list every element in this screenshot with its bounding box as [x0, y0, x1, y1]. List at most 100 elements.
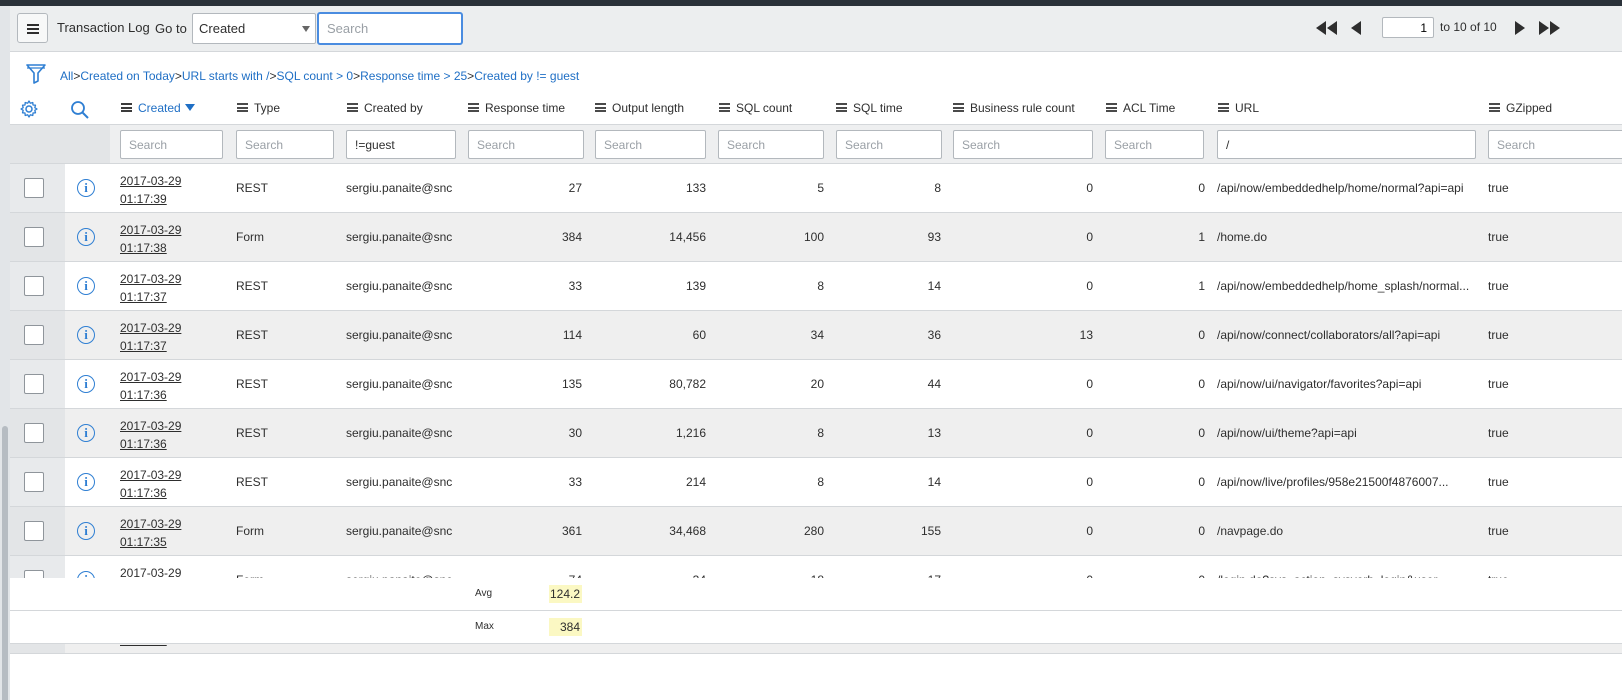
- funnel-icon[interactable]: [25, 62, 47, 84]
- column-header-gzipped[interactable]: GZipped: [1489, 101, 1552, 115]
- info-icon[interactable]: i: [77, 326, 95, 344]
- breadcrumb-response-time[interactable]: Response time > 25: [360, 69, 468, 83]
- filter-output-length-input[interactable]: [595, 130, 706, 159]
- column-menu-icon[interactable]: [953, 103, 964, 112]
- list-menu-button[interactable]: [17, 13, 48, 43]
- info-icon[interactable]: i: [77, 424, 95, 442]
- row-checkbox[interactable]: [24, 374, 44, 394]
- list-header: Transaction Log Go to Created to 10 of 1…: [10, 6, 1622, 52]
- column-header-output-length[interactable]: Output length: [595, 101, 684, 115]
- row-checkbox[interactable]: [24, 276, 44, 296]
- cell-gzipped: true: [1488, 181, 1509, 195]
- cell-acl-time: 0: [1198, 524, 1205, 538]
- cell-created-link[interactable]: 2017-03-29 01:17:39: [120, 172, 181, 208]
- goto-field-select[interactable]: Created: [192, 13, 316, 44]
- cell-created-link[interactable]: 2017-03-29 01:17:38: [120, 221, 181, 257]
- column-header-acl-time[interactable]: ACL Time: [1106, 101, 1175, 115]
- row-checkbox[interactable]: [24, 178, 44, 198]
- filter-response-time-input[interactable]: [468, 130, 584, 159]
- row-checkbox[interactable]: [24, 521, 44, 541]
- table-row[interactable]: i 2017-03-29 01:17:39 REST sergiu.panaite@sn…: [10, 164, 1622, 213]
- filter-business-rule-input[interactable]: [953, 130, 1093, 159]
- cell-created-link[interactable]: 2017-03-29 01:17:36: [120, 466, 181, 502]
- cell-response-time: 384: [561, 230, 582, 244]
- column-menu-icon[interactable]: [121, 103, 132, 112]
- list-search-input[interactable]: [317, 12, 463, 45]
- cell-created-link[interactable]: 2017-03-29 01:17:36: [120, 368, 181, 404]
- next-page-icon[interactable]: [1514, 21, 1526, 35]
- created-date: 2017-03-29: [120, 468, 182, 482]
- filter-sql-time-input[interactable]: [836, 130, 942, 159]
- last-page-icon[interactable]: [1538, 21, 1562, 35]
- column-header-type[interactable]: Type: [237, 101, 280, 115]
- table-row[interactable]: i 2017-03-29 01:17:38 Form sergiu.panaite@sn…: [10, 213, 1622, 262]
- first-page-icon[interactable]: [1315, 21, 1339, 35]
- filter-sql-count-input[interactable]: [718, 130, 824, 159]
- cell-business-rule-count: 0: [1086, 230, 1093, 244]
- row-checkbox[interactable]: [24, 227, 44, 247]
- page-number-input[interactable]: [1382, 17, 1434, 38]
- table-row[interactable]: i 2017-03-29 01:17:35 Form sergiu.panaite@sn…: [10, 507, 1622, 556]
- search-icon[interactable]: [70, 100, 90, 120]
- cell-gzipped: true: [1488, 524, 1509, 538]
- cell-output-length: 214: [685, 475, 706, 489]
- info-icon[interactable]: i: [77, 277, 95, 295]
- table-row[interactable]: i 2017-03-29 01:17:36 REST sergiu.panaite@sn…: [10, 458, 1622, 507]
- cell-created-link[interactable]: 2017-03-29 01:17:36: [120, 417, 181, 453]
- filter-type-input[interactable]: [236, 130, 334, 159]
- cell-created-link[interactable]: 2017-03-29 01:17:37: [120, 270, 181, 306]
- column-menu-icon[interactable]: [595, 103, 606, 112]
- breadcrumb-url-starts[interactable]: URL starts with /: [181, 69, 270, 83]
- scrollbar-thumb[interactable]: [2, 426, 8, 700]
- breadcrumb-created-by[interactable]: Created by != guest: [474, 69, 580, 83]
- column-menu-icon[interactable]: [1106, 103, 1117, 112]
- info-icon[interactable]: i: [77, 228, 95, 246]
- table-row[interactable]: i 2017-03-29 01:17:36 REST sergiu.panaite@sn…: [10, 409, 1622, 458]
- breadcrumb-created-today[interactable]: Created on Today: [80, 69, 175, 83]
- info-icon[interactable]: i: [77, 473, 95, 491]
- cell-gzipped: true: [1488, 377, 1509, 391]
- column-header-sql-time[interactable]: SQL time: [836, 101, 903, 115]
- column-menu-icon[interactable]: [836, 103, 847, 112]
- cell-sql-count: 8: [817, 426, 824, 440]
- table-row[interactable]: i 2017-03-29 01:17:37 REST sergiu.panaite@sn…: [10, 262, 1622, 311]
- info-icon[interactable]: i: [77, 179, 95, 197]
- column-menu-icon[interactable]: [468, 103, 479, 112]
- filter-gzipped-input[interactable]: [1488, 130, 1622, 159]
- column-menu-icon[interactable]: [1489, 103, 1500, 112]
- row-checkbox[interactable]: [24, 423, 44, 443]
- gear-icon[interactable]: [20, 100, 38, 118]
- aggregate-row: Max 384: [10, 611, 1622, 644]
- column-menu-icon[interactable]: [347, 103, 358, 112]
- cell-created-link[interactable]: 2017-03-29 01:17:35: [120, 515, 181, 551]
- filter-created-input[interactable]: [120, 130, 223, 159]
- column-header-business-rule-count[interactable]: Business rule count: [953, 101, 1075, 115]
- column-header-created[interactable]: Created: [121, 101, 195, 115]
- table-row[interactable]: i 2017-03-29 01:17:36 REST sergiu.panaite@sn…: [10, 360, 1622, 409]
- row-checkbox[interactable]: [24, 325, 44, 345]
- column-header-sql-count[interactable]: SQL count: [719, 101, 792, 115]
- cell-response-time: 27: [568, 181, 582, 195]
- column-header-created-by[interactable]: Created by: [347, 101, 423, 115]
- cell-created-link[interactable]: 2017-03-29 01:17:37: [120, 319, 181, 355]
- filter-breadcrumb-bar: All>Created on Today>URL starts with />S…: [10, 52, 1622, 92]
- info-icon[interactable]: i: [77, 522, 95, 540]
- breadcrumb-all[interactable]: All: [60, 69, 74, 83]
- previous-page-icon[interactable]: [1350, 21, 1362, 35]
- filter-url-input[interactable]: [1217, 130, 1476, 159]
- cell-business-rule-count: 0: [1086, 475, 1093, 489]
- info-icon[interactable]: i: [77, 375, 95, 393]
- filter-acl-time-input[interactable]: [1105, 130, 1204, 159]
- column-menu-icon[interactable]: [1218, 103, 1229, 112]
- row-checkbox[interactable]: [24, 472, 44, 492]
- breadcrumb-sql-count[interactable]: SQL count > 0: [276, 69, 354, 83]
- column-header-url[interactable]: URL: [1218, 101, 1259, 115]
- column-menu-icon[interactable]: [237, 103, 248, 112]
- cell-sql-count: 5: [817, 181, 824, 195]
- table-row[interactable]: i 2017-03-29 01:17:37 REST sergiu.panaite@sn…: [10, 311, 1622, 360]
- filter-created-by-input[interactable]: [346, 130, 456, 159]
- column-menu-icon[interactable]: [719, 103, 730, 112]
- left-scrollbar-track[interactable]: [0, 6, 10, 700]
- created-date: 2017-03-29: [120, 419, 182, 433]
- column-header-response-time[interactable]: Response time: [468, 101, 565, 115]
